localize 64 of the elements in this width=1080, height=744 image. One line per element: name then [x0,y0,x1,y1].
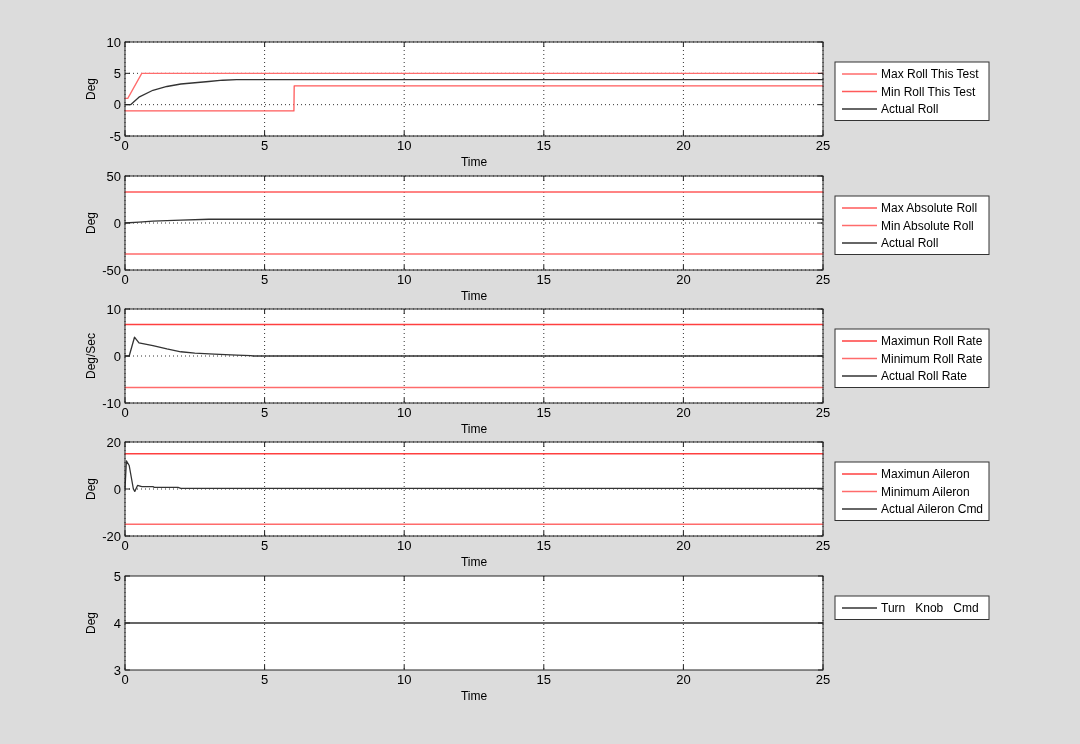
legend-label: Actual Roll [881,102,939,116]
y-axis-title: Deg [84,211,98,235]
x-axis-title: Time [460,555,488,569]
x-tick-label: 5 [260,538,269,553]
x-tick-label: 25 [815,538,831,553]
x-tick-label: 5 [260,272,269,287]
x-tick-label: 25 [815,405,831,420]
y-tick-label: -10 [102,395,121,411]
y-tick-label: 10 [106,34,121,50]
x-tick-label: 5 [260,672,269,687]
y-tick-label: -5 [109,128,121,144]
x-tick-label: 20 [676,272,691,287]
y-tick-label: 20 [106,434,121,450]
x-tick-label: 15 [536,405,552,420]
legend-label: Minimum Roll Rate [881,351,983,366]
x-tick-label: 10 [396,272,412,287]
y-tick-label: 0 [113,348,121,364]
x-tick-label: 20 [676,138,691,153]
x-tick-label: 25 [815,272,831,287]
legend-label: Min Roll This Test [881,84,976,99]
x-axis-title: Time [460,155,488,169]
x-tick-label: 10 [396,672,412,687]
legend-label: Max Absolute Roll [881,201,978,215]
legend-label: Actual Aileron Cmd [881,502,984,516]
x-tick-label: 15 [536,538,552,553]
y-tick-label: 5 [113,65,121,81]
x-tick-label: 20 [676,405,691,420]
legend-label: Maximun Aileron [881,467,970,481]
y-tick-label: 50 [106,168,121,184]
legend-label: Max Roll This Test [881,67,980,81]
y-tick-label: -20 [102,528,121,544]
legend-label: Min Absolute Roll [881,218,974,233]
x-tick-label: 5 [260,138,269,153]
y-axis-title: Deg [84,77,98,101]
y-tick-label: 0 [113,215,121,231]
x-tick-label: 25 [815,672,831,687]
legend-label: Maximun Roll Rate [881,334,983,348]
x-axis-title: Time [460,689,488,703]
y-tick-label: 5 [113,568,121,584]
x-tick-label: 5 [260,405,269,420]
y-tick-label: -50 [102,262,121,278]
x-tick-label: 25 [815,138,831,153]
y-axis-title: Deg [84,477,98,501]
x-tick-label: 15 [536,672,552,687]
y-axis-title: Deg [84,611,98,635]
y-tick-label: 0 [113,97,121,113]
x-tick-label: 10 [396,538,412,553]
x-axis-title: Time [460,422,488,436]
legend-label: Turn Knob Cmd [881,601,979,615]
x-tick-label: 20 [676,538,691,553]
x-tick-label: 15 [536,138,552,153]
x-tick-label: 20 [676,672,691,687]
y-tick-label: 3 [113,662,121,678]
y-tick-label: 10 [106,301,121,317]
legend-label: Actual Roll Rate [881,369,968,383]
x-tick-label: 10 [396,138,412,153]
legend-label: Minimum Aileron [881,484,970,499]
legend-label: Actual Roll [881,236,939,250]
x-tick-label: 10 [396,405,412,420]
x-axis-title: Time [460,289,488,303]
x-tick-label: 15 [536,272,552,287]
y-axis-title: Deg/Sec [84,332,98,380]
y-tick-label: 4 [113,615,121,631]
y-tick-label: 0 [113,481,121,497]
